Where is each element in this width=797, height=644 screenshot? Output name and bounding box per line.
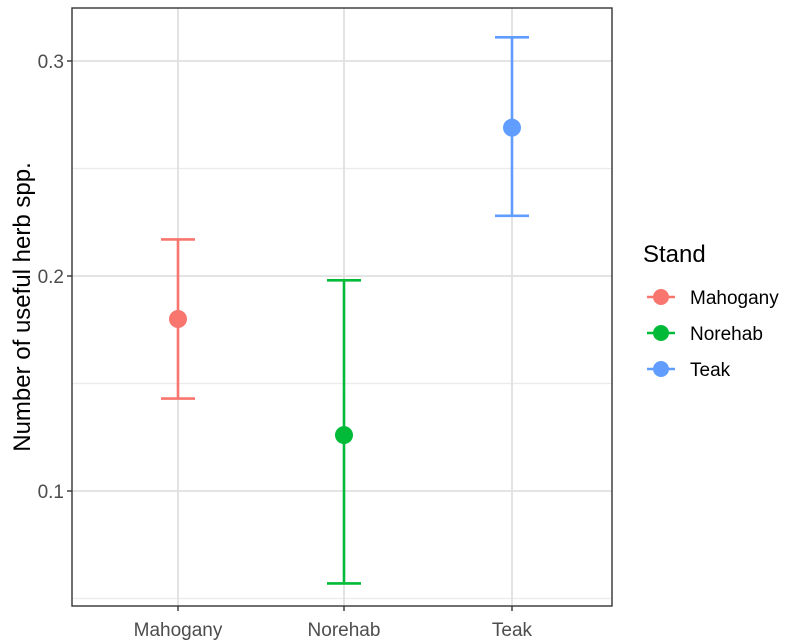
legend-label-norehab: Norehab [690, 324, 763, 345]
y-tick-label: 0.3 [38, 52, 64, 73]
point-range-teak [495, 36, 529, 218]
legend-item-teak: Teak [647, 360, 731, 381]
plot-panel-border [71, 7, 613, 607]
legend-items: Mahogany Norehab Teak [647, 288, 779, 381]
data-point-teak [503, 118, 521, 137]
y-axis-title: Number of useful herb spp. [9, 162, 36, 452]
axis-layer: 0.1 0.2 0.3 Mahogany Norehab Teak [38, 52, 533, 641]
point-range-mahogany [161, 238, 195, 400]
legend-label-teak: Teak [690, 360, 731, 381]
grid-layer [72, 8, 612, 606]
x-tick-label: Teak [492, 620, 533, 641]
legend-key-point-norehab [653, 325, 669, 341]
data-point-mahogany [169, 310, 187, 328]
marks-layer [161, 36, 529, 585]
legend-title: Stand [643, 241, 706, 268]
x-tick-label: Mahogany [134, 620, 223, 641]
y-tick-label: 0.1 [38, 482, 64, 503]
legend-item-norehab: Norehab [647, 324, 763, 345]
point-range-norehab [327, 278, 361, 585]
data-point-norehab [335, 426, 353, 445]
plot-panel-background [72, 8, 612, 606]
legend-label-mahogany: Mahogany [690, 288, 779, 309]
legend: Stand Mahogany Norehab Teak [643, 241, 779, 381]
x-tick-label: Norehab [308, 620, 381, 641]
legend-key-point-mahogany [653, 289, 669, 305]
legend-item-mahogany: Mahogany [647, 288, 779, 309]
y-tick-label: 0.2 [38, 267, 64, 288]
legend-key-point-teak [653, 361, 669, 377]
